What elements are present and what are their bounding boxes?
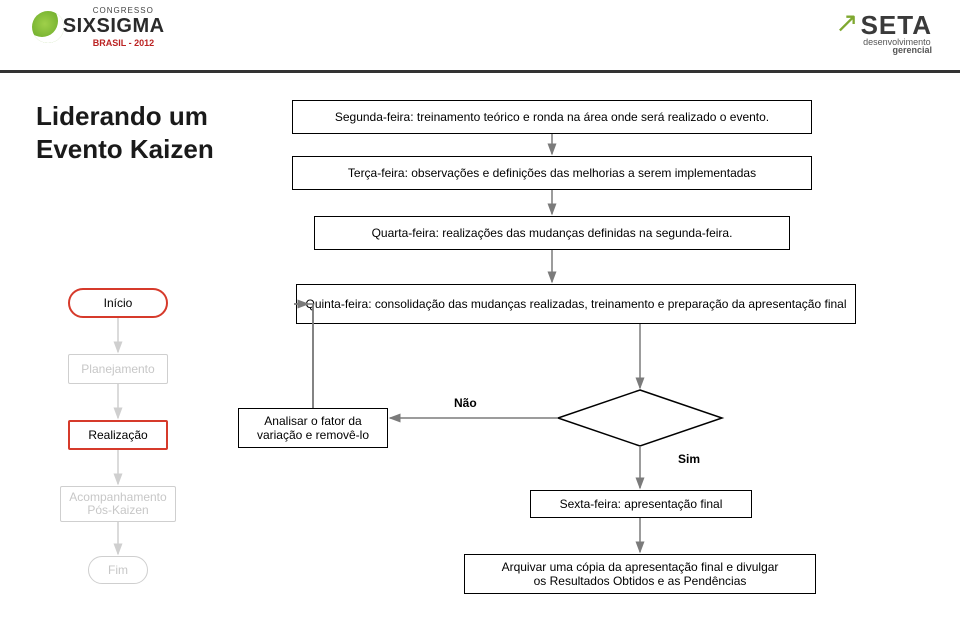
box-analisar-text: Analisar o fator da variação e removê-lo [257,414,369,443]
header: CONGRESSO SIXSIGMA BRASIL - 2012 ↗SETA d… [0,0,960,72]
slide-title-line2: Evento Kaizen [36,133,214,166]
sidebar-acompanhamento: Acompanhamento Pós-Kaizen [60,486,176,522]
label-sim: Sim [678,452,700,466]
slide-title-line1: Liderando um [36,100,214,133]
box-quinta-text: Quinta-feira: consolidação das mudanças … [306,297,847,311]
sidebar-fim: Fim [88,556,148,584]
sidebar-fim-label: Fim [108,563,128,577]
box-terca: Terça-feira: observações e definições da… [292,156,812,190]
decision-atingiu-label: Atingiu objetivo [595,411,686,425]
sidebar-inicio-label: Início [104,296,133,310]
logo-congresso-text: CONGRESSO [93,6,165,15]
sidebar-realizacao-label: Realização [88,428,147,442]
box-quarta: Quarta-feira: realizações das mudanças d… [314,216,790,250]
sidebar-planejamento: Planejamento [68,354,168,384]
box-sexta-text: Sexta-feira: apresentação final [560,497,723,511]
box-quinta: Quinta-feira: consolidação das mudanças … [296,284,856,324]
box-quarta-text: Quarta-feira: realizações das mudanças d… [372,226,733,240]
logo-sixsigma-text: SIXSIGMA [63,15,165,38]
box-arquivar: Arquivar uma cópia da apresentação final… [464,554,816,594]
logo-sixsigma: CONGRESSO SIXSIGMA BRASIL - 2012 [32,6,165,48]
slide-title: Liderando um Evento Kaizen [36,100,214,165]
sidebar-inicio: Início [68,288,168,318]
box-terca-text: Terça-feira: observações e definições da… [348,166,756,180]
label-nao: Não [454,396,477,410]
logo-seta-text: SETA [861,10,932,40]
box-segunda-text: Segunda-feira: treinamento teórico e ron… [335,110,769,124]
box-arquivar-text: Arquivar uma cópia da apresentação final… [502,560,779,589]
sidebar-planejamento-label: Planejamento [81,362,154,376]
logo-brasil-text: BRASIL - 2012 [93,38,165,48]
sidebar-realizacao: Realização [68,420,168,450]
logo-swoosh-icon [32,11,64,43]
decision-atingiu: Atingiu objetivo [558,390,722,446]
header-rule [0,70,960,73]
seta-arrow-icon: ↗ [835,6,858,39]
box-segunda: Segunda-feira: treinamento teórico e ron… [292,100,812,134]
box-analisar: Analisar o fator da variação e removê-lo [238,408,388,448]
sidebar-acompanhamento-label: Acompanhamento Pós-Kaizen [69,491,166,517]
box-sexta: Sexta-feira: apresentação final [530,490,752,518]
logo-seta: ↗SETA desenvolvimento gerencial [835,8,932,55]
